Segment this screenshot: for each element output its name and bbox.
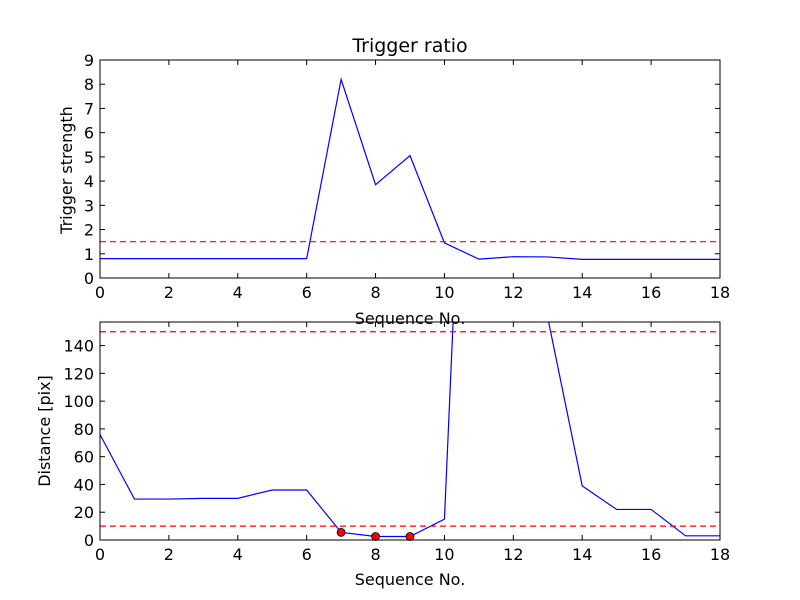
- y-tick-label: 2: [84, 221, 94, 240]
- data-point-marker: [405, 532, 415, 541]
- x-tick-label: 2: [164, 283, 174, 302]
- x-tick-label: 6: [302, 545, 312, 564]
- x-axis-label: Sequence No.: [355, 570, 466, 589]
- x-tick-label: 4: [233, 545, 243, 564]
- x-tick-label: 8: [370, 283, 380, 302]
- x-tick-label: 18: [710, 283, 730, 302]
- x-axis-label: Sequence No.: [355, 309, 466, 328]
- y-tick-label: 100: [63, 392, 94, 411]
- x-tick-label: 14: [572, 545, 592, 564]
- y-tick-label: 0: [84, 531, 94, 550]
- y-tick-label: 120: [63, 364, 94, 383]
- x-tick-label: 16: [641, 545, 661, 564]
- y-tick-label: 9: [84, 51, 94, 70]
- x-tick-label: 2: [164, 545, 174, 564]
- x-tick-label: 0: [95, 283, 105, 302]
- y-axis-label: Distance [pix]: [35, 375, 54, 487]
- y-tick-label: 60: [74, 448, 94, 467]
- x-tick-label: 18: [710, 545, 730, 564]
- trigger-ratio-plot: Trigger ratio Sequence No. Trigger stren…: [57, 35, 730, 328]
- y-axis-label: Trigger strength: [57, 106, 76, 235]
- x-tick-label: 10: [434, 545, 454, 564]
- x-tick-label: 4: [233, 283, 243, 302]
- y-tick-label: 4: [84, 172, 94, 191]
- y-tick-label: 7: [84, 99, 94, 118]
- axes-frame: [99, 59, 721, 279]
- y-tick-label: 0: [84, 269, 94, 288]
- x-tick-label: 10: [434, 283, 454, 302]
- y-tick-label: 8: [84, 75, 94, 94]
- x-tick-label: 12: [503, 545, 523, 564]
- y-tick-label: 140: [63, 337, 94, 356]
- y-tick-label: 20: [74, 503, 94, 522]
- y-tick-label: 3: [84, 196, 94, 215]
- distance-plot: Sequence No. Distance [pix] 0 2 4 6 8 10 12 14 1…: [35, 321, 730, 589]
- axes-frame: [99, 321, 721, 541]
- y-tick-label: 6: [84, 124, 94, 143]
- y-tick-label: 1: [84, 245, 94, 264]
- x-tick-label: 6: [302, 283, 312, 302]
- y-tick-label: 5: [84, 148, 94, 167]
- series-line-0: [100, 76, 720, 260]
- y-tick-label: 40: [74, 475, 94, 494]
- y-tick-label: 80: [74, 420, 94, 439]
- chart-title: Trigger ratio: [351, 35, 467, 57]
- x-tick-label: 8: [370, 545, 380, 564]
- data-point-marker: [336, 527, 346, 537]
- x-tick-label: 0: [95, 545, 105, 564]
- x-tick-label: 12: [503, 283, 523, 302]
- x-tick-label: 16: [641, 283, 661, 302]
- plot-area: [100, 76, 720, 260]
- x-tick-label: 14: [572, 283, 592, 302]
